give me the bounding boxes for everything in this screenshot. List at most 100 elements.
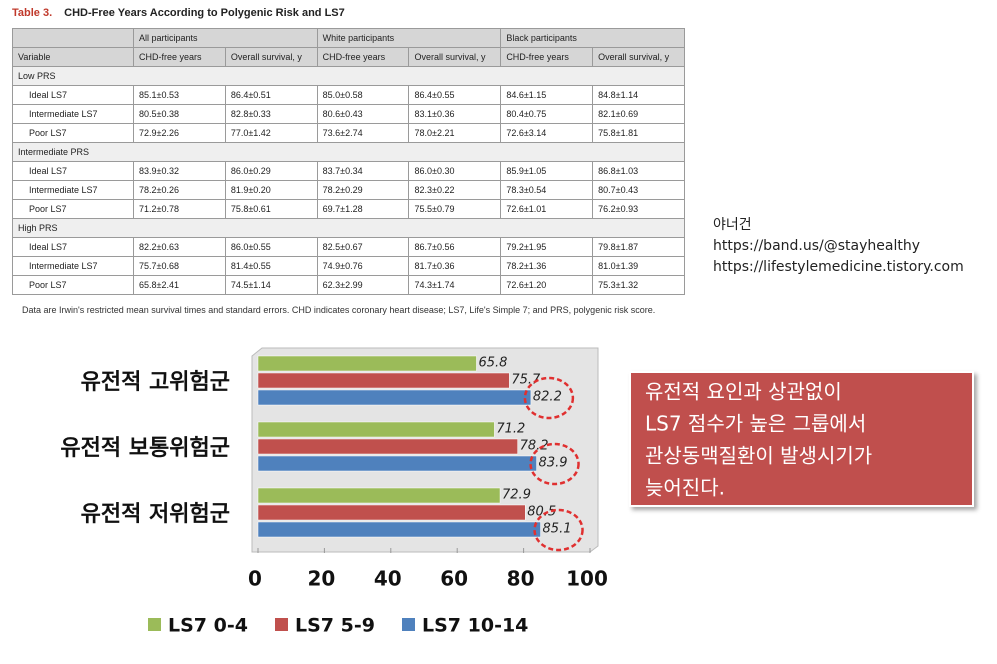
table-row: Intermediate LS7 80.5±0.38 82.8±0.33 80.6±0… <box>12 104 685 124</box>
data-label: 85.1 <box>543 522 572 537</box>
data-label: 80.5 <box>527 505 556 520</box>
category-label: 유전적 보통위험군 <box>60 435 230 461</box>
table-cell: 83.9±0.32 <box>133 161 226 181</box>
bar <box>257 372 510 389</box>
category-label: 유전적 고위험군 <box>81 369 230 395</box>
callout-text: 늦어진다. <box>645 476 725 500</box>
data-label: 65.8 <box>478 356 507 371</box>
table-cell: 75.8±1.81 <box>592 123 685 143</box>
table-cell: 85.0±0.58 <box>316 85 410 105</box>
table-cell: 77.0±1.42 <box>224 123 318 143</box>
row-label: Poor LS7 <box>12 123 134 143</box>
section-label: High PRS <box>12 218 685 238</box>
table-title: Table 3. CHD-Free Years According to Poly… <box>12 7 345 19</box>
table-cell: 72.9±2.26 <box>133 123 226 143</box>
table-row: All participants White participants Black … <box>12 28 685 48</box>
bar <box>257 504 526 521</box>
table-cell: 72.6±1.20 <box>500 275 594 295</box>
bar <box>257 355 477 372</box>
group-header: All participants <box>133 28 318 48</box>
bar <box>257 438 518 455</box>
table-cell: 86.0±0.30 <box>408 161 502 181</box>
table-row: Poor LS7 71.2±0.78 75.8±0.61 69.7±1.28 75.5±… <box>12 199 685 219</box>
table-cell: 83.1±0.36 <box>408 104 502 124</box>
row-label: Poor LS7 <box>12 199 134 219</box>
table-cell: 86.4±0.55 <box>408 85 502 105</box>
credit-line: 야너건 <box>713 217 752 233</box>
bar <box>257 521 541 538</box>
table-cell: 75.3±1.32 <box>592 275 685 295</box>
group-header: Black participants <box>500 28 685 48</box>
table-cell: 82.3±0.22 <box>408 180 502 200</box>
credit-line: https://lifestylemedicine.tistory.com <box>713 259 964 275</box>
bar <box>257 455 537 472</box>
table-row: Ideal LS7 83.9±0.32 86.0±0.29 83.7±0.34 86.0… <box>12 161 685 181</box>
table-note: Data are Irwin's restricted mean surviva… <box>22 305 656 315</box>
table-cell: 69.7±1.28 <box>316 199 410 219</box>
table-cell: 75.5±0.79 <box>408 199 502 219</box>
bar <box>257 389 532 406</box>
x-tick-label: 40 <box>374 567 402 591</box>
row-label: Ideal LS7 <box>12 85 134 105</box>
group-header: White participants <box>316 28 502 48</box>
table-cell: 86.7±0.56 <box>408 237 502 257</box>
data-label: 75.7 <box>511 373 541 388</box>
credit-line: https://band.us/@stayhealthy <box>713 238 920 254</box>
highlight-circle <box>529 442 580 486</box>
callout-box <box>629 371 974 507</box>
table-cell: 78.3±0.54 <box>500 180 594 200</box>
section-label: Intermediate PRS <box>12 142 685 162</box>
table-row: Ideal LS7 85.1±0.53 86.4±0.51 85.0±0.58 86.4… <box>12 85 685 105</box>
row-label: Intermediate LS7 <box>12 180 134 200</box>
legend-label: LS7 10-14 <box>422 615 528 637</box>
highlight-circle <box>523 376 575 420</box>
table-cell: 80.6±0.43 <box>316 104 410 124</box>
section-label: Low PRS <box>12 66 685 86</box>
column-header: CHD-free years <box>133 47 226 67</box>
data-label: 83.9 <box>539 456 568 471</box>
legend-swatch <box>275 618 288 631</box>
table-cell: 86.8±1.03 <box>592 161 685 181</box>
row-label: Intermediate LS7 <box>12 104 134 124</box>
column-header: CHD-free years <box>500 47 594 67</box>
row-label: Poor LS7 <box>12 275 134 295</box>
table-cell: 86.0±0.55 <box>224 237 318 257</box>
table-cell: 62.3±2.99 <box>316 275 410 295</box>
table-cell: 75.7±0.68 <box>133 256 226 276</box>
table-cell: 82.1±0.69 <box>592 104 685 124</box>
x-tick-label: 20 <box>307 567 335 591</box>
bar <box>257 487 501 504</box>
table-row: Intermediate LS7 75.7±0.68 81.4±0.55 74.9±0… <box>12 256 685 276</box>
table-row: Poor LS7 72.9±2.26 77.0±1.42 73.6±2.74 78.0±… <box>12 123 685 143</box>
table-row: Intermediate LS7 78.2±0.26 81.9±0.20 78.2±0… <box>12 180 685 200</box>
table-row: High PRS <box>12 218 685 238</box>
legend-label: LS7 0-4 <box>168 615 248 637</box>
x-tick-label: 80 <box>507 567 535 591</box>
table-cell: 65.8±2.41 <box>133 275 226 295</box>
data-label: 78.2 <box>520 439 549 454</box>
column-header: CHD-free years <box>316 47 410 67</box>
table-row: Poor LS7 65.8±2.41 74.5±1.14 62.3±2.99 74.3±… <box>12 275 685 295</box>
row-label: Ideal LS7 <box>12 237 134 257</box>
table-cell: 80.5±0.38 <box>133 104 226 124</box>
table-number: Table 3. <box>12 7 53 19</box>
callout-text: 유전적 요인과 상관없이 <box>645 380 842 404</box>
table-cell: 78.0±2.21 <box>408 123 502 143</box>
table-cell: 84.6±1.15 <box>500 85 594 105</box>
callout-text: LS7 점수가 높은 그룹에서 <box>645 412 866 436</box>
table-cell: 79.8±1.87 <box>592 237 685 257</box>
row-label: Intermediate LS7 <box>12 256 134 276</box>
legend-swatch <box>148 618 161 631</box>
table-cell: 72.6±3.14 <box>500 123 594 143</box>
table-cell: 82.8±0.33 <box>224 104 318 124</box>
table-cell: 85.9±1.05 <box>500 161 594 181</box>
table-cell: 79.2±1.95 <box>500 237 594 257</box>
table: All participants White participants Black … <box>12 28 685 295</box>
highlight-circle <box>533 508 584 552</box>
table-cell: 78.2±1.36 <box>500 256 594 276</box>
table-cell: 84.8±1.14 <box>592 85 685 105</box>
table-cell: 81.4±0.55 <box>224 256 318 276</box>
table-cell: 74.3±1.74 <box>408 275 502 295</box>
